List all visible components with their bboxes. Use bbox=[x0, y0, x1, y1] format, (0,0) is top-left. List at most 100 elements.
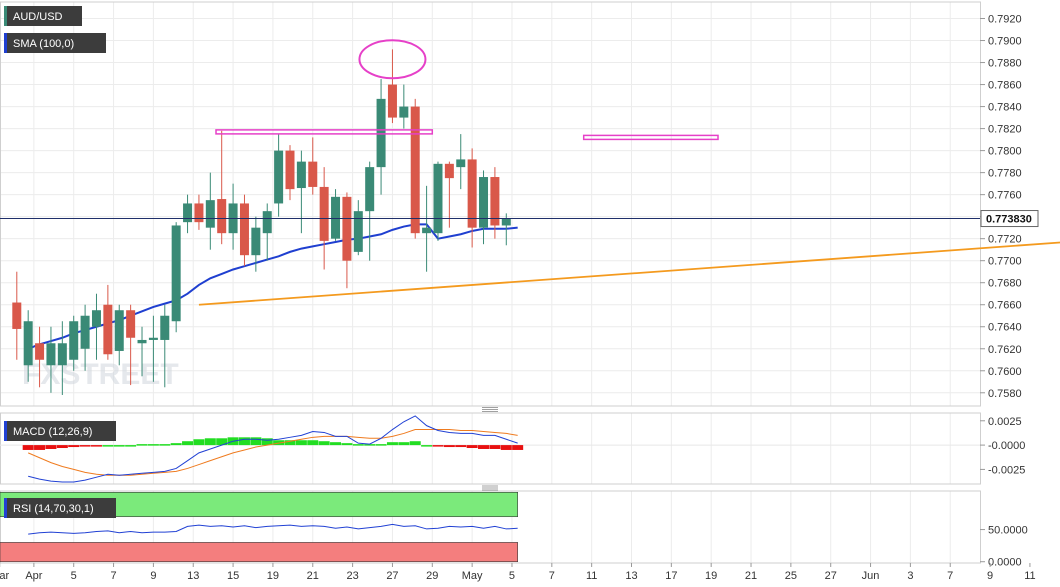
date-tick-label: Mar bbox=[0, 570, 10, 582]
macd-histogram-bar bbox=[193, 439, 205, 446]
trendline bbox=[198, 241, 1060, 306]
date-tick-label: May bbox=[462, 570, 483, 582]
price-tick-label: 0.7620 bbox=[988, 344, 1022, 356]
rsi-label-bg bbox=[4, 498, 116, 518]
symbol-label: AUD/USD bbox=[4, 6, 82, 26]
macd-histogram-bar bbox=[364, 444, 376, 446]
sma-label-stripe bbox=[4, 33, 7, 53]
bull-candle bbox=[251, 227, 261, 256]
bull-candle bbox=[46, 343, 56, 366]
date-tick-label: 27 bbox=[386, 570, 398, 582]
bear-candle bbox=[308, 161, 318, 187]
macd-histogram-bar bbox=[113, 445, 125, 447]
macd-histogram-bar bbox=[216, 438, 228, 446]
macd-panel bbox=[0, 415, 980, 483]
macd-histogram-bar bbox=[238, 437, 250, 446]
bear-candle bbox=[467, 159, 477, 228]
macd-histogram-bar bbox=[79, 445, 91, 447]
bull-candle bbox=[456, 159, 466, 168]
macd-histogram-bar bbox=[375, 444, 387, 446]
macd-histogram-bar bbox=[478, 445, 490, 449]
rsi-label-stripe bbox=[4, 498, 7, 518]
price-tick-label: 0.7840 bbox=[988, 102, 1022, 114]
rsi-label-text: RSI (14,70,30,1) bbox=[13, 503, 94, 515]
resistance-line bbox=[582, 134, 719, 141]
macd-histogram-bar bbox=[466, 445, 478, 449]
bull-candle bbox=[171, 225, 181, 322]
price-tick-label: 0.7780 bbox=[988, 168, 1022, 180]
macd-histogram-bar bbox=[421, 445, 433, 447]
symbol-label-stripe bbox=[4, 6, 7, 26]
date-tick-label: 27 bbox=[825, 570, 837, 582]
date-tick-label: 5 bbox=[509, 570, 515, 582]
price-tick-label: 0.7720 bbox=[988, 234, 1022, 246]
date-tick-label: 7 bbox=[110, 570, 116, 582]
price-tick-label: 0.7580 bbox=[988, 388, 1022, 400]
price-tick-label: 0.7760 bbox=[988, 190, 1022, 202]
bull-candle bbox=[183, 203, 193, 223]
macd-histogram-bar bbox=[386, 442, 398, 446]
bull-candle bbox=[91, 310, 101, 327]
watermark: FXSTREET bbox=[22, 358, 179, 391]
bear-candle bbox=[35, 343, 45, 360]
date-tick-label: 17 bbox=[665, 570, 677, 582]
macd-histogram-bar bbox=[284, 440, 296, 446]
bear-candle bbox=[387, 84, 397, 118]
bull-candle bbox=[376, 98, 386, 168]
date-tick-label: 11 bbox=[586, 570, 597, 582]
macd-histogram-bar bbox=[136, 444, 148, 446]
bull-candle bbox=[262, 211, 272, 234]
date-tick-label: Jun bbox=[862, 570, 880, 582]
bear-candle bbox=[490, 177, 500, 226]
date-tick-label: 15 bbox=[227, 570, 239, 582]
bull-candle bbox=[479, 177, 489, 228]
date-tick-label: 7 bbox=[549, 570, 555, 582]
macd-histogram-bar bbox=[307, 440, 319, 446]
macd-histogram-bar bbox=[261, 438, 273, 446]
macd-histogram-bar bbox=[500, 445, 512, 450]
bear-candle bbox=[342, 196, 352, 261]
date-tick-label: 11 bbox=[1024, 570, 1035, 582]
bull-candle bbox=[148, 337, 158, 340]
last-price-label: 0.773830 bbox=[986, 214, 1032, 226]
macd-histogram-bar bbox=[56, 445, 68, 449]
macd-histogram-bar bbox=[182, 441, 194, 446]
panel-border bbox=[0, 490, 981, 564]
resistance-line bbox=[215, 129, 434, 135]
macd-histogram-bar bbox=[45, 445, 57, 449]
axes: 0.7580 0.7600 0.7620 0.7640 0.7660 0.7680 0.77… bbox=[0, 14, 1039, 582]
macd-histogram-bar bbox=[147, 444, 159, 446]
macd-histogram-bar bbox=[318, 441, 330, 446]
macd-label-stripe bbox=[4, 421, 7, 441]
rsi-tick-label: 0.0000 bbox=[988, 557, 1022, 569]
date-tick-label: 23 bbox=[346, 570, 358, 582]
macd-histogram-bar bbox=[295, 440, 307, 446]
macd-histogram-bar bbox=[102, 445, 114, 447]
bear-candle bbox=[194, 203, 204, 223]
macd-histogram-bar bbox=[34, 445, 46, 450]
macd-label-text: MACD (12,26,9) bbox=[13, 426, 92, 438]
panel-border bbox=[0, 1, 981, 407]
price-tick-label: 0.7820 bbox=[988, 124, 1022, 136]
rsi-oversold-band bbox=[0, 542, 518, 563]
price-tick-label: 0.7900 bbox=[988, 36, 1022, 48]
macd-line bbox=[28, 415, 518, 483]
macd-tick-label: 0.0025 bbox=[988, 416, 1022, 428]
bull-candle bbox=[433, 163, 443, 234]
last-price-box bbox=[980, 210, 1039, 228]
date-tick-label: 13 bbox=[187, 570, 199, 582]
macd-histogram-bar bbox=[455, 445, 467, 448]
macd-label-bg bbox=[4, 421, 116, 441]
bull-candle bbox=[137, 339, 147, 344]
bear-candle bbox=[126, 310, 136, 338]
bear-candle bbox=[12, 302, 22, 329]
bull-candle bbox=[160, 315, 170, 340]
macd-histogram-bar bbox=[170, 443, 182, 446]
macd-tick-label: -0.0025 bbox=[988, 464, 1025, 476]
rsi-label: RSI (14,70,30,1) bbox=[4, 498, 116, 518]
bull-candle bbox=[331, 196, 341, 239]
macd-histogram-bar bbox=[409, 441, 421, 446]
bear-candle bbox=[285, 150, 295, 190]
date-tick-label: 25 bbox=[785, 570, 797, 582]
